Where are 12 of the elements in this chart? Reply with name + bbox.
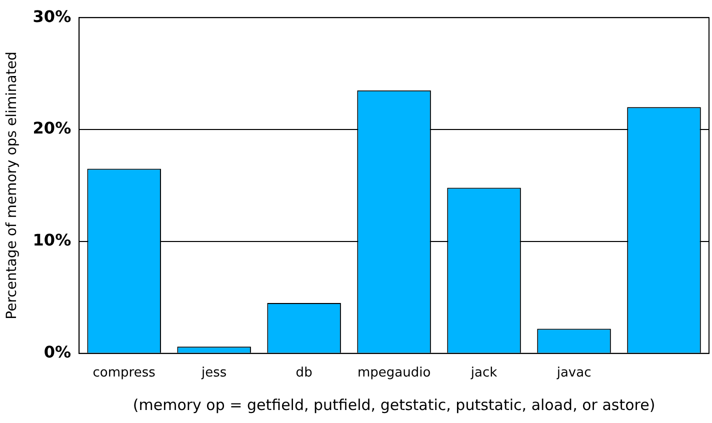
y-tick-label: 10% [32, 230, 72, 250]
x-tick-label: mpegaudio [357, 366, 431, 381]
x-tick-label: jess [200, 366, 227, 381]
y-tick-label: 20% [32, 118, 72, 138]
x-tick-label: compress [92, 366, 156, 381]
x-tick-label: javac [556, 366, 592, 381]
y-tick-label: 30% [32, 6, 72, 26]
y-axis-title: Percentage of memory ops eliminated [4, 52, 20, 320]
x-tick-label: jack [470, 366, 498, 381]
x-tick-label: db [296, 366, 312, 381]
x-axis-title: (memory op = getfield, putfield, getstatic, putstatic, aload, or astore) [132, 396, 656, 414]
y-tick-label: 0% [44, 342, 72, 362]
